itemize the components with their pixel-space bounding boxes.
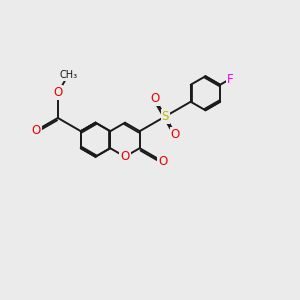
Text: O: O xyxy=(53,86,62,99)
Text: O: O xyxy=(158,155,167,168)
Text: O: O xyxy=(32,124,41,137)
Text: S: S xyxy=(161,110,169,123)
Text: O: O xyxy=(171,128,180,141)
Text: F: F xyxy=(226,73,233,86)
Text: O: O xyxy=(150,92,160,105)
Text: O: O xyxy=(120,150,130,163)
Text: CH₃: CH₃ xyxy=(59,70,77,80)
